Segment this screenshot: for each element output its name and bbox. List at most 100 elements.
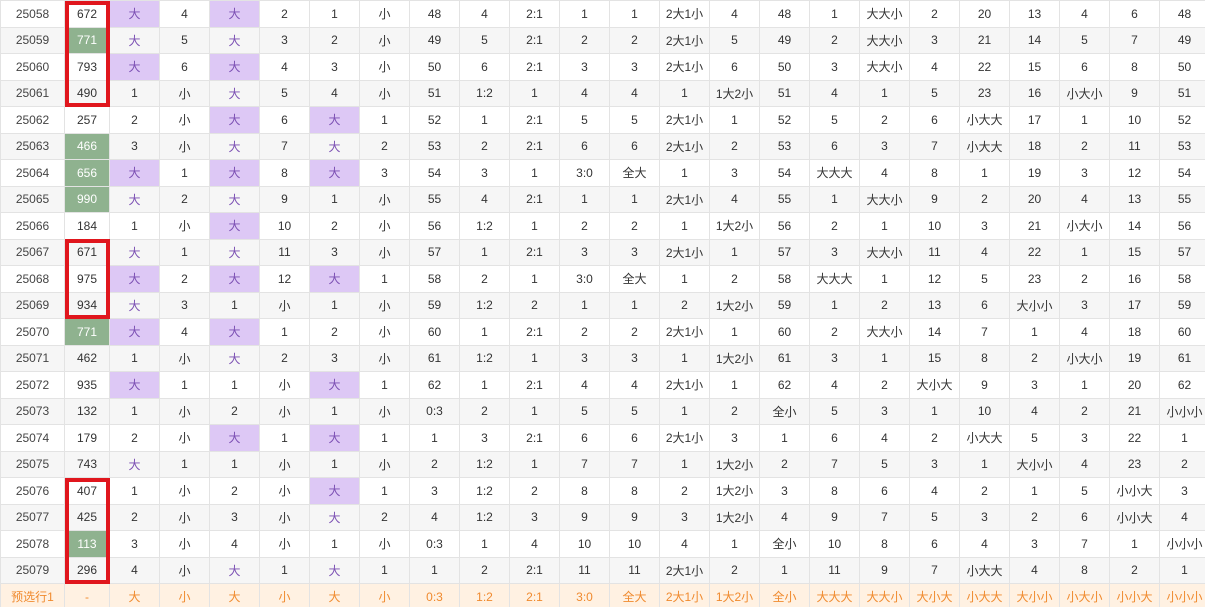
data-cell: 1 (659, 212, 710, 240)
data-cell: 15 (1109, 238, 1160, 266)
prediction-cell: 0:3 (409, 583, 460, 607)
data-cell: 3 (259, 26, 310, 54)
data-cell: 4 (659, 530, 710, 558)
data-cell: 大 (209, 0, 260, 28)
data-cell: 1大2小 (709, 212, 760, 240)
data-cell: 大 (109, 371, 160, 399)
data-cell: 大大小 (859, 238, 910, 266)
data-cell: 大 (309, 159, 360, 187)
data-cell: 57 (759, 238, 810, 266)
data-cell: 1 (259, 556, 310, 584)
data-cell: 5 (709, 26, 760, 54)
data-cell: 全小 (759, 530, 810, 558)
data-cell: 2 (459, 556, 510, 584)
data-cell: 4 (909, 53, 960, 81)
data-cell: 19 (1009, 159, 1060, 187)
data-cell: 2 (759, 450, 810, 478)
data-cell: 2 (909, 424, 960, 452)
data-cell: 2 (209, 477, 260, 505)
data-cell: 大 (209, 159, 260, 187)
data-cell: 1 (609, 185, 660, 213)
data-cell: 60 (409, 318, 460, 346)
data-cell: 5 (609, 106, 660, 134)
data-cell: 小 (259, 371, 310, 399)
data-cell: 2:1 (509, 0, 560, 28)
data-cell: 1 (859, 344, 910, 372)
data-cell: 5 (1059, 26, 1110, 54)
draw-number-cell: 935 (64, 371, 110, 399)
data-cell: 3 (809, 238, 860, 266)
data-cell: 1 (609, 291, 660, 319)
data-cell: 2:1 (509, 371, 560, 399)
data-cell: 1 (209, 371, 260, 399)
data-cell: 大 (109, 265, 160, 293)
data-cell: 3 (959, 212, 1010, 240)
prediction-cell: 3:0 (559, 583, 610, 607)
data-cell: 13 (909, 291, 960, 319)
data-cell: 20 (1009, 185, 1060, 213)
data-cell: 9 (809, 503, 860, 531)
data-cell: 2大1小 (659, 424, 710, 452)
data-cell: 22 (1109, 424, 1160, 452)
data-cell: 4 (1009, 397, 1060, 425)
data-cell: 1 (709, 106, 760, 134)
data-cell: 54 (1159, 159, 1205, 187)
data-cell: 1 (1059, 371, 1110, 399)
data-cell: 2:1 (509, 238, 560, 266)
data-cell: 4 (1159, 503, 1205, 531)
data-cell: 3 (559, 53, 610, 81)
data-cell: 1 (159, 450, 210, 478)
data-cell: 58 (1159, 265, 1205, 293)
data-cell: 1 (259, 424, 310, 452)
data-cell: 14 (1109, 212, 1160, 240)
prediction-cell: 小小小 (1159, 583, 1205, 607)
data-cell: 小大大 (959, 556, 1010, 584)
data-cell: 1 (659, 344, 710, 372)
data-cell: 4 (959, 530, 1010, 558)
data-cell: 2 (909, 0, 960, 28)
data-cell: 3 (809, 344, 860, 372)
data-cell: 2 (709, 397, 760, 425)
issue-cell: 25063 (0, 132, 65, 160)
data-cell: 1 (909, 397, 960, 425)
data-cell: 1 (509, 344, 560, 372)
data-cell: 4 (159, 0, 210, 28)
data-cell: 8 (809, 477, 860, 505)
data-cell: 16 (1109, 265, 1160, 293)
draw-number-cell: 407 (64, 477, 110, 505)
data-cell: 大 (309, 265, 360, 293)
data-cell: 6 (159, 53, 210, 81)
data-cell: 1大2小 (709, 344, 760, 372)
data-cell: 6 (809, 424, 860, 452)
data-cell: 1 (1009, 318, 1060, 346)
data-cell: 2 (159, 185, 210, 213)
data-cell: 大 (309, 132, 360, 160)
data-cell: 50 (409, 53, 460, 81)
data-cell: 51 (759, 79, 810, 107)
data-cell: 5 (809, 106, 860, 134)
data-cell: 3 (409, 477, 460, 505)
data-cell: 6 (909, 106, 960, 134)
data-cell: 大大小 (859, 185, 910, 213)
prediction-cell: 小小大 (1109, 583, 1160, 607)
data-cell: 2 (109, 424, 160, 452)
issue-cell: 25067 (0, 238, 65, 266)
table-row: 25063 466 3 小大 7 大 2 53 2 2:1 6 6 2大1小 2 53 6 3 7 小大大 18 2 11… (0, 132, 1205, 160)
data-cell: 4 (1059, 318, 1110, 346)
data-cell: 2 (309, 318, 360, 346)
data-cell: 小 (259, 450, 310, 478)
data-cell: 7 (1059, 530, 1110, 558)
data-cell: 56 (759, 212, 810, 240)
data-cell: 小 (359, 185, 410, 213)
data-cell: 8 (909, 159, 960, 187)
data-cell: 55 (409, 185, 460, 213)
data-cell: 2 (1009, 503, 1060, 531)
data-cell: 3 (759, 477, 810, 505)
data-cell: 2 (109, 106, 160, 134)
data-cell: 大小小 (1009, 450, 1060, 478)
data-cell: 23 (1109, 450, 1160, 478)
table-row: 25060 793 大 6 大 4 3 小 50 6 2:1 3 3 2大1小 6 50 3 大大小 4 22 15 6 8… (0, 53, 1205, 81)
issue-cell: 25060 (0, 53, 65, 81)
data-cell: 小 (159, 530, 210, 558)
